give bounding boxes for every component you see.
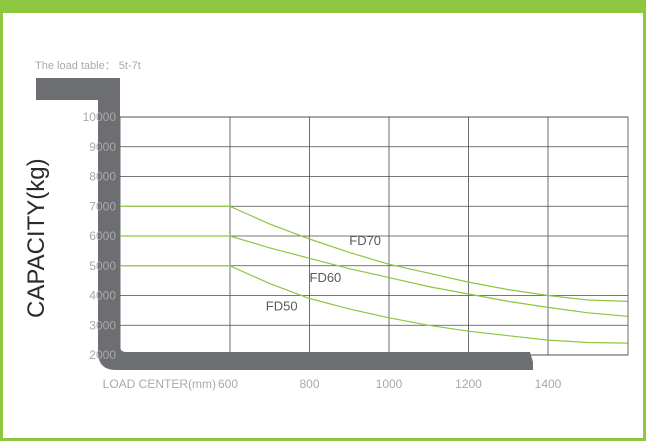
series-annotation: FD50 — [266, 298, 298, 313]
chart-labels: LOAD CENTER(mm) CAPACITY(kg) FD70 FD60 FD50 — [23, 158, 381, 391]
y-axis-label: CAPACITY(kg) — [23, 158, 50, 318]
x-tick-label: 1400 — [535, 377, 562, 391]
y-tick-label: 4000 — [89, 289, 116, 303]
y-tick-label: 5000 — [89, 259, 116, 273]
series-line-fd50 — [120, 265, 628, 344]
chart-ticks: 2000 3000 4000 5000 6000 7000 8000 9000 10000 600… — [83, 110, 562, 391]
series-line-fd70 — [120, 205, 628, 302]
y-tick-label: 6000 — [89, 229, 116, 243]
x-tick-label: 1200 — [455, 377, 482, 391]
y-tick-label: 2000 — [89, 348, 116, 362]
y-tick-label: 7000 — [89, 199, 116, 213]
y-tick-label: 8000 — [89, 170, 116, 184]
y-tick-label: 10000 — [83, 110, 117, 124]
series-annotation: FD60 — [310, 270, 342, 285]
series-line-fd60 — [120, 235, 628, 317]
chart-series — [120, 205, 628, 344]
y-tick-label: 9000 — [89, 140, 116, 154]
x-axis-label: LOAD CENTER(mm) — [103, 377, 216, 391]
y-tick-label: 3000 — [89, 318, 116, 332]
top-accent-bar — [0, 0, 646, 13]
x-tick-label: 600 — [218, 377, 238, 391]
series-annotation: FD70 — [349, 233, 381, 248]
x-tick-label: 1000 — [376, 377, 403, 391]
x-tick-label: 800 — [299, 377, 319, 391]
chart-subtitle: The load table： 5t-7t — [35, 60, 141, 72]
